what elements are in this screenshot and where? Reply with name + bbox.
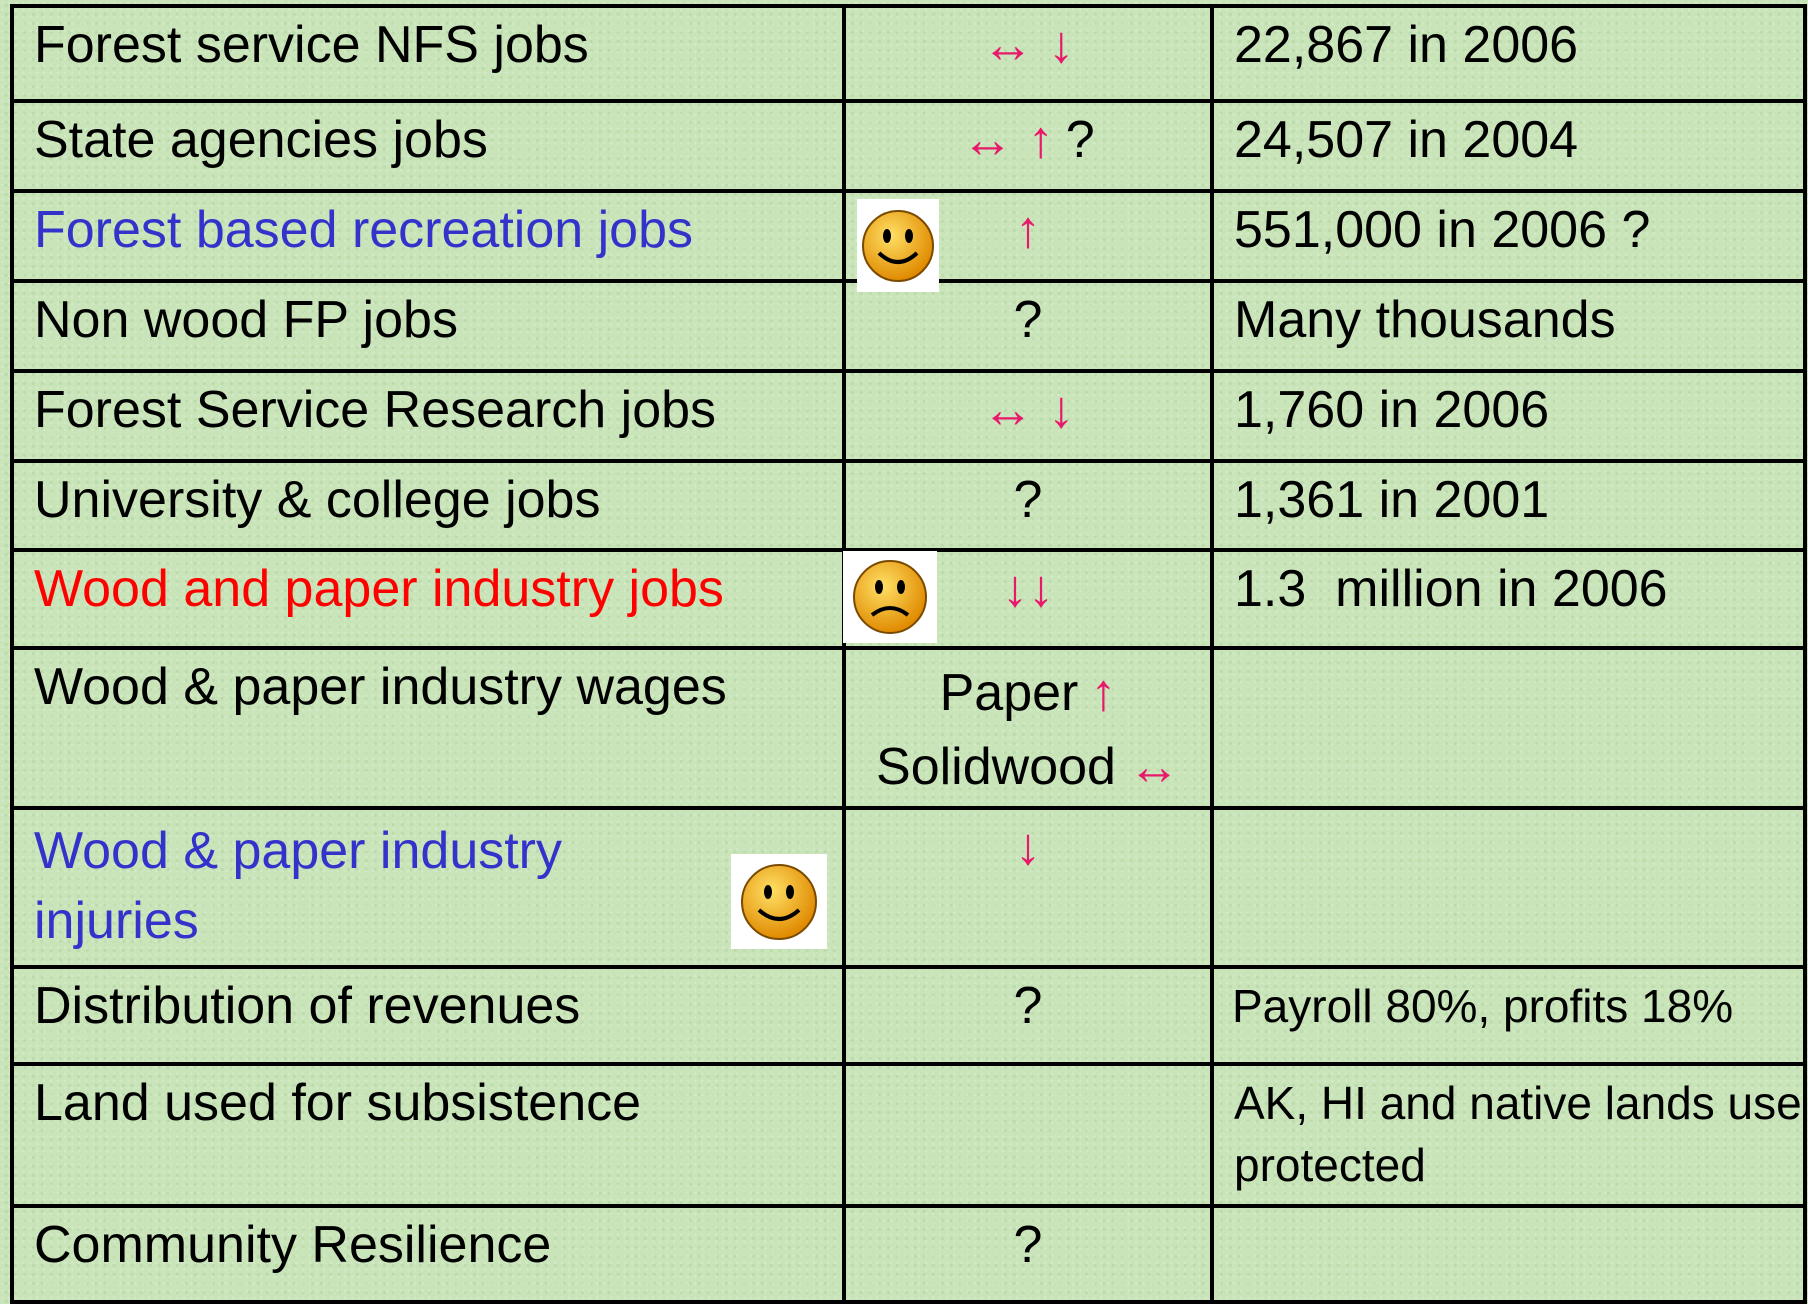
row-value: 551,000 in 2006 ? [1234, 201, 1651, 259]
label-cell: Community Resilience [10, 1204, 846, 1304]
value-cell [1210, 806, 1807, 969]
table-row: State agencies jobs ↔ ↑? 24,507 in 2004 [10, 99, 1807, 193]
trend-text: ? [1013, 471, 1043, 529]
label-cell: Non wood FP jobs [10, 279, 846, 373]
trend-line: ? [848, 1214, 1208, 1276]
row-label: Forest Service Research jobs [34, 381, 717, 439]
trend-cell: ? [842, 279, 1214, 373]
label-cell: Wood & paper industry injuries [10, 806, 846, 969]
trend-line: ↓↓ [848, 558, 1208, 620]
label-cell: Land used for subsistence [10, 1062, 846, 1208]
value-cell [1210, 1204, 1807, 1304]
row-label: Non wood FP jobs [34, 291, 458, 349]
trend-text: Solidwood [876, 738, 1116, 796]
value-cell: Payroll 80%, profits 18% [1210, 965, 1807, 1066]
label-cell: Distribution of revenues [10, 965, 846, 1066]
row-value: 1.3 million in 2006 [1234, 560, 1668, 618]
trend-line: ? [848, 469, 1208, 531]
smiley-happy [857, 199, 939, 292]
label-cell: Forest service NFS jobs [10, 4, 846, 103]
value-cell: 1,760 in 2006 [1210, 369, 1807, 463]
value-cell: 22,867 in 2006 [1210, 4, 1807, 103]
trend-line: ↔ ↓ [848, 14, 1208, 76]
trend-line: Paper ↑ [848, 656, 1208, 730]
trend-line: ↔ ↑? [848, 109, 1208, 171]
trend-text: ? [1013, 1216, 1043, 1274]
table-row: Land used for subsistence AK, HI and nati… [10, 1062, 1807, 1208]
row-value: 22,867 in 2006 [1234, 16, 1579, 74]
table-row: Forest Service Research jobs ↔ ↓ 1,760 in … [10, 369, 1807, 463]
value-cell: Many thousands [1210, 279, 1807, 373]
trend-line: ? [848, 975, 1208, 1037]
label-cell: State agencies jobs [10, 99, 846, 193]
trend-text: ↔ ↑ [961, 111, 1054, 169]
trend-text: ↑ [1015, 201, 1041, 259]
row-value: 24,507 in 2004 [1234, 111, 1579, 169]
trend-text: ↔ ↓ [981, 381, 1075, 439]
trend-cell: ? [842, 1204, 1214, 1304]
table-row: Wood & paper industry wages Paper ↑ Solidwo… [10, 646, 1807, 810]
trend-line: ↑ [848, 199, 1208, 261]
row-value: Payroll 80%, profits 18% [1232, 980, 1734, 1032]
value-cell: 551,000 in 2006 ? [1210, 189, 1807, 283]
trend-text: ↔ [1127, 738, 1180, 796]
label-cell: University & college jobs [10, 459, 846, 552]
row-value: 1,760 in 2006 [1234, 381, 1550, 439]
trend-text: ? [1013, 977, 1043, 1035]
trend-cell: ↔ ↓ [842, 4, 1214, 103]
table-row: Wood & paper industry injuries ↓ [10, 806, 1807, 969]
value-cell: 24,507 in 2004 [1210, 99, 1807, 193]
trend-text: ? [1013, 291, 1043, 349]
trend-cell: ↓ [842, 806, 1214, 969]
table-row: Forest service NFS jobs ↔ ↓ 22,867 in 2006 [10, 4, 1807, 103]
trend-cell: Paper ↑ Solidwood ↔ [842, 646, 1214, 810]
label-cell: Wood & paper industry wages [10, 646, 846, 810]
row-label: Wood & paper industry wages [34, 658, 727, 716]
label-cell: Forest based recreation jobs [10, 189, 846, 283]
indicator-table: Forest service NFS jobs ↔ ↓ 22,867 in 2006… [10, 4, 1807, 1304]
row-label: Wood and paper industry jobs [34, 560, 724, 618]
row-label: Land used for subsistence [34, 1074, 642, 1132]
trend-cell: ? [842, 965, 1214, 1066]
value-cell: AK, HI and native lands use protected [1210, 1062, 1807, 1208]
trend-line: ↓ [848, 816, 1208, 878]
value-cell [1210, 646, 1807, 810]
row-label: Forest based recreation jobs [34, 201, 694, 259]
trend-cell: ? [842, 459, 1214, 552]
row-value: Many thousands [1234, 291, 1616, 349]
value-cell: 1.3 million in 2006 [1210, 548, 1807, 650]
smiley-sad [843, 551, 937, 643]
trend-cell [842, 1062, 1214, 1208]
table-row: Distribution of revenues? Payroll 80%, pr… [10, 965, 1807, 1066]
row-label: Community Resilience [34, 1216, 552, 1274]
trend-cell: ↔ ↑? [842, 99, 1214, 193]
label-cell: Forest Service Research jobs [10, 369, 846, 463]
value-cell: 1,361 in 2001 [1210, 459, 1807, 552]
row-value: 1,361 in 2001 [1234, 471, 1550, 529]
row-value: AK, HI and native lands use protected [1234, 1077, 1802, 1191]
row-label: Distribution of revenues [34, 977, 581, 1035]
table-row: Non wood FP jobs? Many thousands [10, 279, 1807, 373]
table-row: Wood and paper industry jobs ↓↓ 1.3 millio… [10, 548, 1807, 650]
row-label: Forest service NFS jobs [34, 16, 589, 74]
label-cell: Wood and paper industry jobs [10, 548, 846, 650]
trend-line: ? [848, 289, 1208, 351]
row-label: Wood & paper industry injuries [34, 822, 577, 950]
trend-text: ? [1065, 111, 1095, 169]
trend-line: Solidwood ↔ [848, 730, 1208, 804]
table-row: Community Resilience? [10, 1204, 1807, 1304]
trend-text: ↔ ↓ [981, 16, 1075, 74]
row-label: University & college jobs [34, 471, 601, 529]
trend-text: ↓↓ [1002, 560, 1054, 618]
trend-text: ↑ [1090, 664, 1117, 722]
table-row: University & college jobs? 1,361 in 2001 [10, 459, 1807, 552]
trend-text: ↓ [1015, 818, 1041, 876]
smiley-happy [731, 854, 827, 949]
row-label: State agencies jobs [34, 111, 488, 169]
trend-cell: ↔ ↓ [842, 369, 1214, 463]
trend-line: ↔ ↓ [848, 379, 1208, 441]
trend-text: Paper [939, 664, 1079, 722]
